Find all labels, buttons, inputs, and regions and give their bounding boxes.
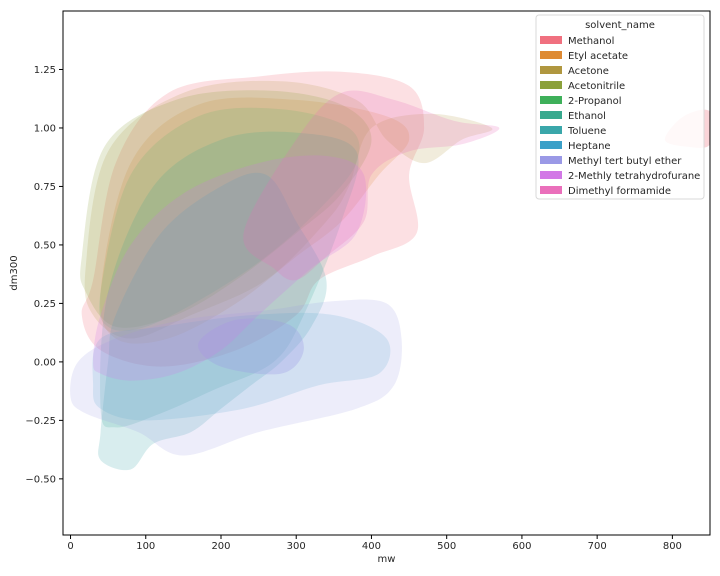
legend-swatch-acetone [540,66,562,74]
x-tick-label-300: 300 [287,541,306,552]
y-tick-label-4: 0.50 [34,240,56,251]
legend-label-ethanol: Ethanol [568,111,606,122]
legend-label-acetonitrile: Acetonitrile [568,81,625,92]
density-region-methyl-tert-butyl-ether-1 [70,299,402,456]
legend-label-methanol: Methanol [568,36,614,47]
y-tick-label-0: −0.50 [25,474,56,485]
x-tick-label-0: 0 [67,541,73,552]
x-tick-label-100: 100 [136,541,155,552]
x-tick-label-800: 800 [663,541,682,552]
legend-label-acetone: Acetone [568,66,609,77]
x-axis-label: mw [378,554,396,565]
legend-label-etyl-acetate: Etyl acetate [568,51,628,62]
legend-swatch-2-propanol [540,96,562,104]
legend-label-heptane: Heptane [568,141,611,152]
density-layer [70,71,710,471]
density-region-acetone-1 [84,80,493,339]
plot-frame [62,10,711,536]
legend-swatch-etyl-acetate [540,51,562,59]
legend-label-dimethyl-formamide: Dimethyl formamide [568,186,671,197]
legend-swatch-dimethyl-formamide [540,186,562,194]
density-region-acetonitrile-1 [80,90,372,328]
y-axis-label: dm300 [9,255,20,290]
y-tick-label-6: 1.00 [34,123,56,134]
y-tick-label-7: 1.25 [34,65,56,76]
x-tick-label-400: 400 [362,541,381,552]
legend: solvent_name Methanol Etyl acetate Acetone A… [535,14,705,200]
legend-swatch-acetonitrile [540,81,562,89]
density-region-methyl-tert-butyl-ether-2 [198,318,304,375]
density-region-2-propanol-1 [99,107,360,331]
x-tick-label-500: 500 [437,541,456,552]
y-tick-label-5: 0.75 [34,182,56,193]
legend-box [535,14,705,200]
density-region-etyl-acetate-1 [100,97,410,344]
x-tick-label-200: 200 [211,541,230,552]
y-tick-label-3: 0.25 [34,299,56,310]
density-region-methanol-1 [81,71,425,367]
legend-swatch-toluene [540,126,562,134]
legend-swatch-methanol [540,36,562,44]
x-tick-label-700: 700 [588,541,607,552]
density-region-ethanol-1 [100,131,359,428]
density-region-toluene-1 [98,172,327,471]
density-region-2-methly-tetrahydrofurane-1 [93,155,367,381]
legend-swatch-ethanol [540,111,562,119]
legend-swatch-heptane [540,141,562,149]
x-tick-label-600: 600 [512,541,531,552]
y-tick-label-1: −0.25 [25,416,56,427]
legend-label-2-methly-tetrahydrofurane: 2-Methly tetrahydrofurane [568,171,700,182]
legend-label-toluene: Toluene [567,126,606,137]
legend-label-2-propanol: 2-Propanol [568,96,622,107]
density-region-dimethyl-formamide-1 [243,90,500,281]
legend-swatch-methyl-tert-butyl-ether [540,156,562,164]
legend-swatch-2-methly-tetrahydrofurane [540,171,562,179]
legend-label-methyl-tert-butyl-ether: Methyl tert butyl ether [568,156,682,167]
y-tick-label-2: 0.00 [34,357,56,368]
legend-title: solvent_name [585,20,655,31]
density-region-heptane-1 [92,312,391,421]
